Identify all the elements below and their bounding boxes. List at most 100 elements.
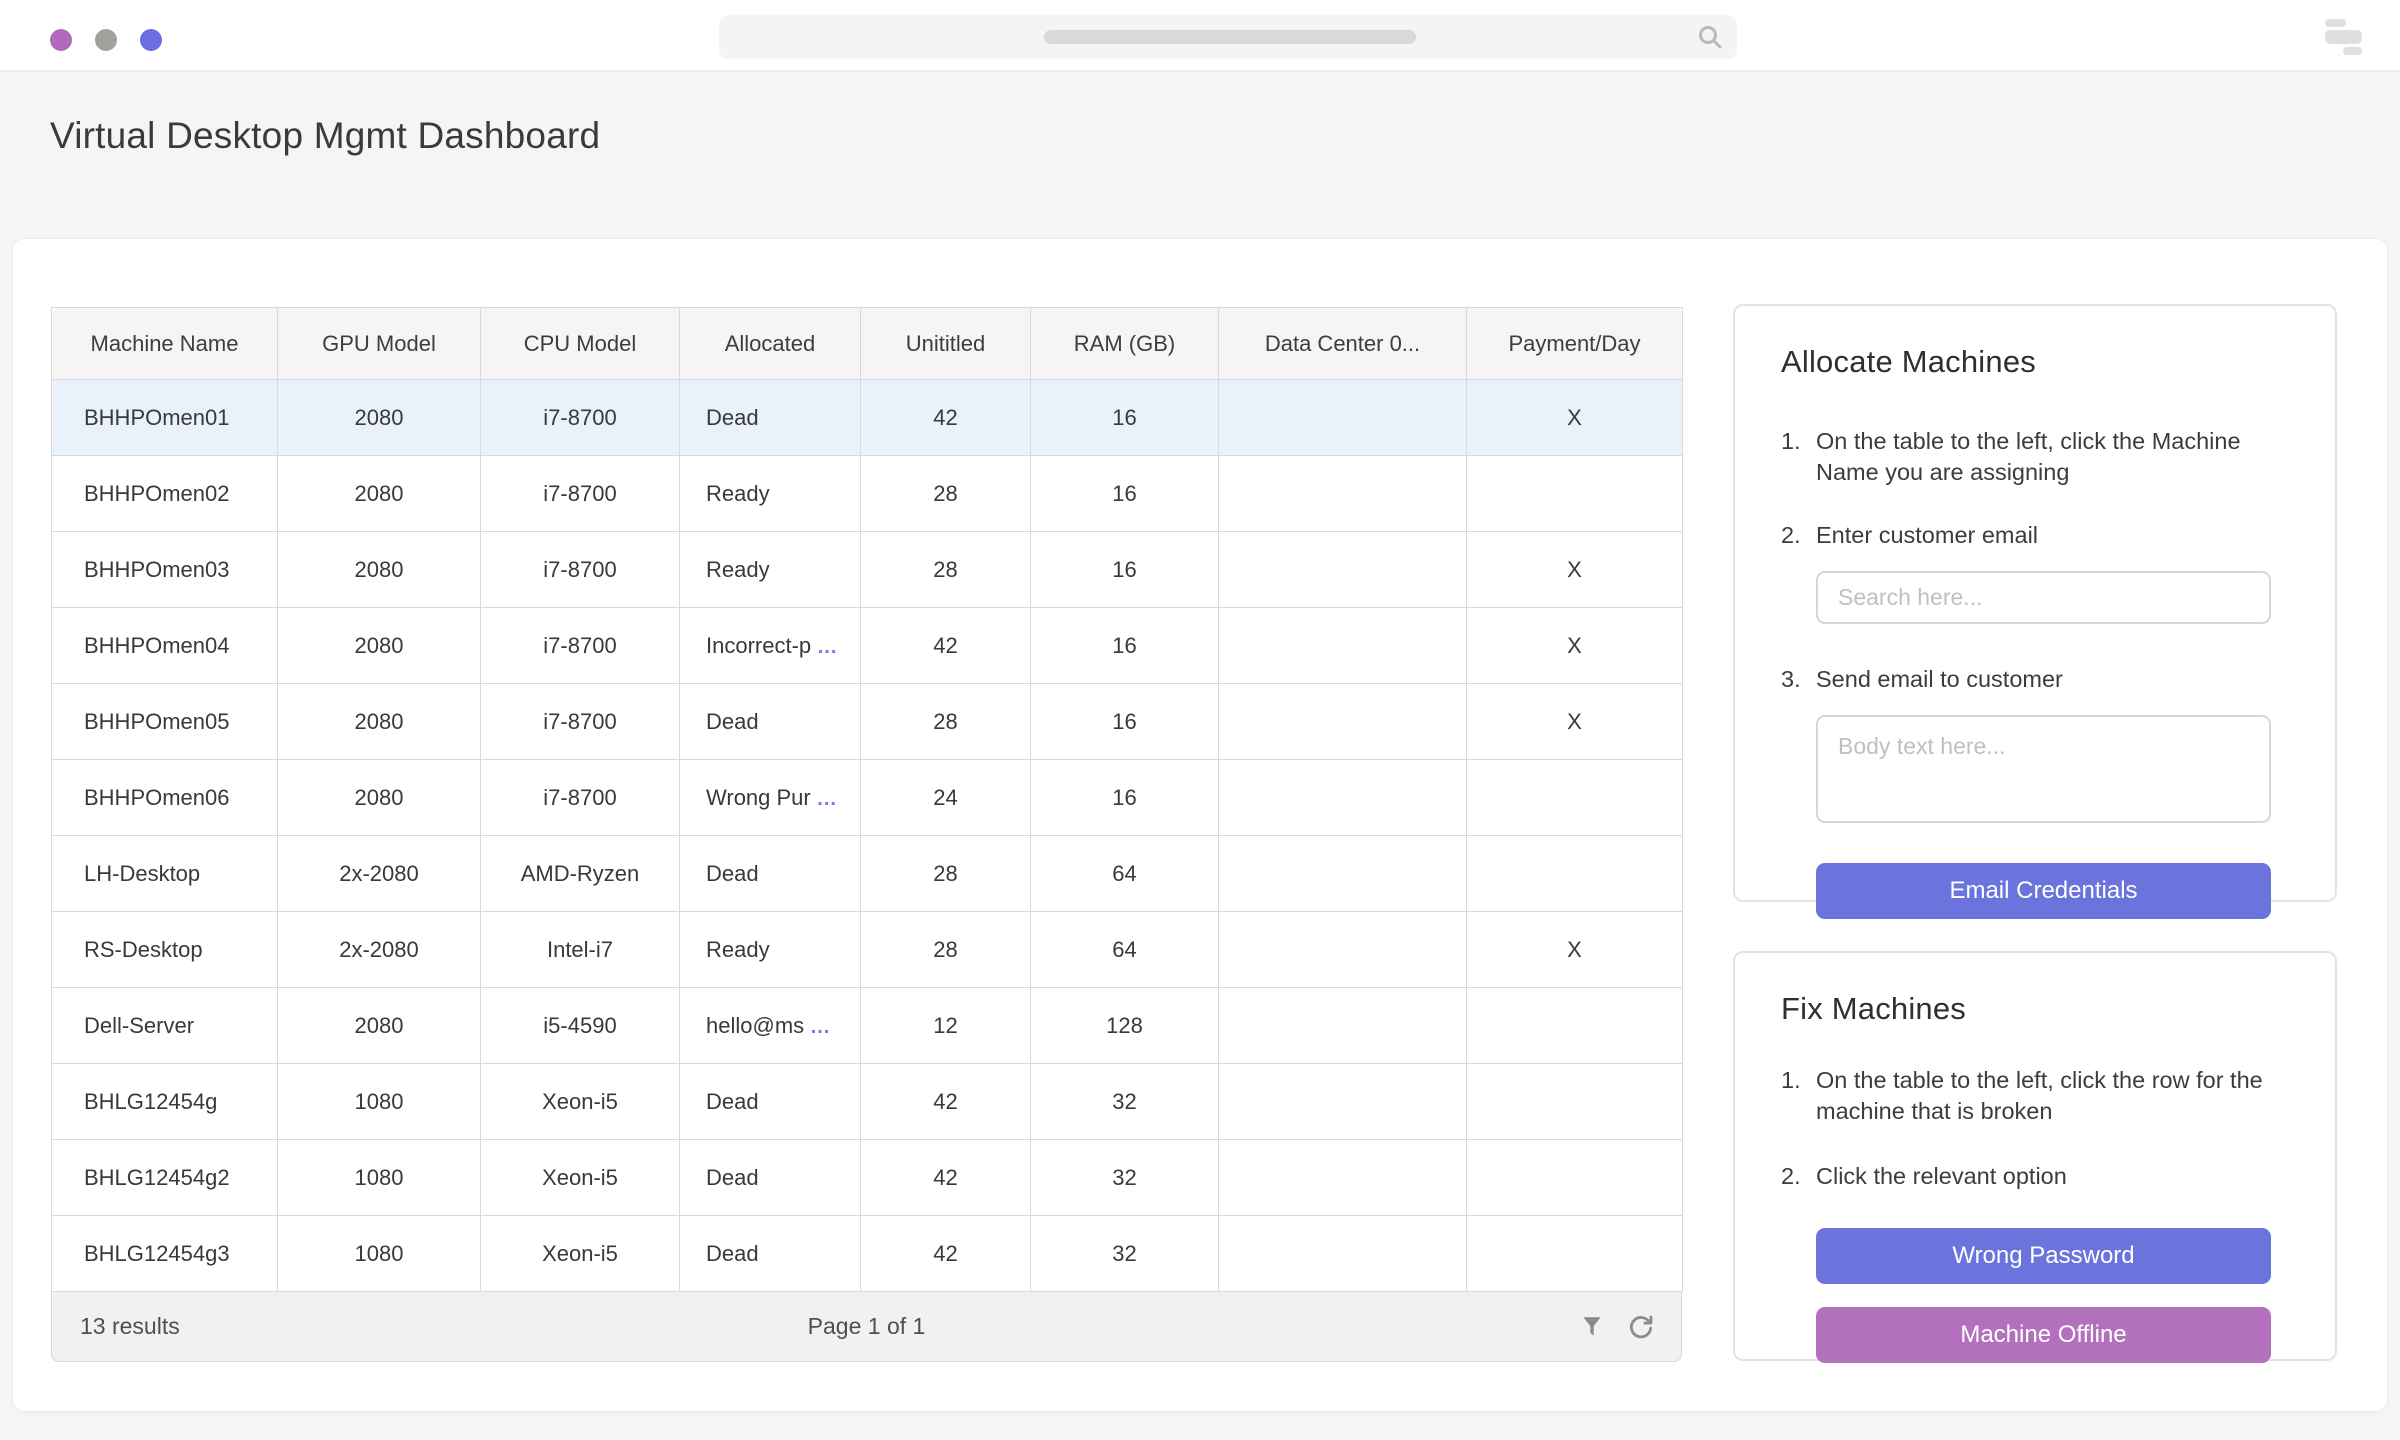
- email-credentials-button[interactable]: Email Credentials: [1816, 863, 2271, 920]
- cell-allocated[interactable]: Ready: [679, 911, 861, 988]
- cell-ram[interactable]: 32: [1030, 1215, 1219, 1292]
- cell-cpu-model[interactable]: i7-8700: [480, 607, 680, 684]
- cell-unititled[interactable]: 42: [860, 1139, 1031, 1216]
- cell-unititled[interactable]: 42: [860, 1215, 1031, 1292]
- cell-unititled[interactable]: 28: [860, 455, 1031, 532]
- cell-machine-name[interactable]: BHHPOmen01: [51, 379, 278, 456]
- cell-allocated[interactable]: Dead: [679, 683, 861, 760]
- cell-gpu-model[interactable]: 1080: [277, 1139, 481, 1216]
- cell-allocated[interactable]: Ready: [679, 531, 861, 608]
- cell-unititled[interactable]: 12: [860, 987, 1031, 1064]
- cell-allocated[interactable]: hello@ms ...: [679, 987, 861, 1064]
- cell-ram[interactable]: 16: [1030, 607, 1219, 684]
- cell-payment[interactable]: [1466, 835, 1683, 912]
- cell-data-center[interactable]: [1218, 1063, 1467, 1140]
- cell-gpu-model[interactable]: 2080: [277, 683, 481, 760]
- cell-machine-name[interactable]: RS-Desktop: [51, 911, 278, 988]
- cell-gpu-model[interactable]: 2080: [277, 759, 481, 836]
- cell-payment[interactable]: X: [1466, 531, 1683, 608]
- cell-allocated[interactable]: Ready: [679, 455, 861, 532]
- cell-data-center[interactable]: [1218, 759, 1467, 836]
- cell-gpu-model[interactable]: 2080: [277, 531, 481, 608]
- cell-machine-name[interactable]: BHLG12454g: [51, 1063, 278, 1140]
- cell-payment[interactable]: X: [1466, 379, 1683, 456]
- cell-unititled[interactable]: 28: [860, 911, 1031, 988]
- cell-data-center[interactable]: [1218, 1215, 1467, 1292]
- cell-cpu-model[interactable]: i7-8700: [480, 379, 680, 456]
- cell-allocated[interactable]: Wrong Pur ...: [679, 759, 861, 836]
- cell-data-center[interactable]: [1218, 379, 1467, 456]
- cell-allocated[interactable]: Incorrect-p ...: [679, 607, 861, 684]
- cell-cpu-model[interactable]: AMD-Ryzen: [480, 835, 680, 912]
- cell-ram[interactable]: 64: [1030, 911, 1219, 988]
- cell-payment[interactable]: X: [1466, 683, 1683, 760]
- table-row[interactable]: BHHPOmen04 2080 i7-8700 Incorrect-p ... 42 16…: [51, 607, 1683, 684]
- wrong-password-button[interactable]: Wrong Password: [1816, 1228, 2271, 1285]
- cell-gpu-model[interactable]: 2080: [277, 379, 481, 456]
- cell-cpu-model[interactable]: Intel-i7: [480, 911, 680, 988]
- cell-data-center[interactable]: [1218, 1139, 1467, 1216]
- cell-cpu-model[interactable]: Xeon-i5: [480, 1139, 680, 1216]
- table-row[interactable]: BHHPOmen06 2080 i7-8700 Wrong Pur ... 24 16: [51, 759, 1683, 836]
- table-row[interactable]: RS-Desktop 2x-2080 Intel-i7 Ready 28 64 X: [51, 911, 1683, 988]
- cell-unititled[interactable]: 42: [860, 607, 1031, 684]
- cell-ram[interactable]: 32: [1030, 1063, 1219, 1140]
- cell-machine-name[interactable]: BHLG12454g3: [51, 1215, 278, 1292]
- cell-allocated[interactable]: Dead: [679, 1215, 861, 1292]
- cell-cpu-model[interactable]: i7-8700: [480, 455, 680, 532]
- cell-machine-name[interactable]: BHHPOmen05: [51, 683, 278, 760]
- cell-ram[interactable]: 16: [1030, 455, 1219, 532]
- browser-search-bar[interactable]: [719, 15, 1737, 59]
- cell-payment[interactable]: X: [1466, 911, 1683, 988]
- table-row[interactable]: BHHPOmen05 2080 i7-8700 Dead 28 16 X: [51, 683, 1683, 760]
- cell-machine-name[interactable]: BHHPOmen06: [51, 759, 278, 836]
- cell-gpu-model[interactable]: 2x-2080: [277, 835, 481, 912]
- cell-data-center[interactable]: [1218, 911, 1467, 988]
- cell-ram[interactable]: 16: [1030, 379, 1219, 456]
- filter-icon[interactable]: [1579, 1314, 1605, 1340]
- cell-cpu-model[interactable]: Xeon-i5: [480, 1215, 680, 1292]
- cell-ram[interactable]: 16: [1030, 759, 1219, 836]
- cell-allocated[interactable]: Dead: [679, 835, 861, 912]
- cell-gpu-model[interactable]: 1080: [277, 1063, 481, 1140]
- table-row[interactable]: BHLG12454g2 1080 Xeon-i5 Dead 42 32: [51, 1139, 1683, 1216]
- refresh-icon[interactable]: [1627, 1313, 1655, 1341]
- stack-icon[interactable]: [2324, 18, 2364, 55]
- cell-unititled[interactable]: 42: [860, 379, 1031, 456]
- cell-data-center[interactable]: [1218, 531, 1467, 608]
- cell-data-center[interactable]: [1218, 835, 1467, 912]
- cell-payment[interactable]: [1466, 1063, 1683, 1140]
- cell-ram[interactable]: 32: [1030, 1139, 1219, 1216]
- cell-unititled[interactable]: 28: [860, 835, 1031, 912]
- cell-allocated[interactable]: Dead: [679, 379, 861, 456]
- cell-unititled[interactable]: 42: [860, 1063, 1031, 1140]
- cell-data-center[interactable]: [1218, 987, 1467, 1064]
- table-row[interactable]: BHLG12454g3 1080 Xeon-i5 Dead 42 32: [51, 1215, 1683, 1292]
- cell-ram[interactable]: 16: [1030, 683, 1219, 760]
- cell-machine-name[interactable]: LH-Desktop: [51, 835, 278, 912]
- customer-email-input[interactable]: [1816, 571, 2271, 625]
- cell-gpu-model[interactable]: 2x-2080: [277, 911, 481, 988]
- cell-cpu-model[interactable]: i7-8700: [480, 531, 680, 608]
- cell-cpu-model[interactable]: i5-4590: [480, 987, 680, 1064]
- cell-ram[interactable]: 16: [1030, 531, 1219, 608]
- table-row[interactable]: BHLG12454g 1080 Xeon-i5 Dead 42 32: [51, 1063, 1683, 1140]
- table-row[interactable]: Dell-Server 2080 i5-4590 hello@ms ... 12 128: [51, 987, 1683, 1064]
- cell-data-center[interactable]: [1218, 683, 1467, 760]
- cell-allocated[interactable]: Dead: [679, 1139, 861, 1216]
- cell-unititled[interactable]: 24: [860, 759, 1031, 836]
- cell-unititled[interactable]: 28: [860, 683, 1031, 760]
- cell-gpu-model[interactable]: 2080: [277, 607, 481, 684]
- cell-unititled[interactable]: 28: [860, 531, 1031, 608]
- cell-payment[interactable]: [1466, 987, 1683, 1064]
- window-dot-purple[interactable]: [50, 29, 72, 51]
- cell-ram[interactable]: 128: [1030, 987, 1219, 1064]
- table-row[interactable]: BHHPOmen03 2080 i7-8700 Ready 28 16 X: [51, 531, 1683, 608]
- cell-gpu-model[interactable]: 2080: [277, 987, 481, 1064]
- cell-payment[interactable]: X: [1466, 607, 1683, 684]
- cell-data-center[interactable]: [1218, 455, 1467, 532]
- cell-payment[interactable]: [1466, 1215, 1683, 1292]
- cell-gpu-model[interactable]: 2080: [277, 455, 481, 532]
- window-dot-gray[interactable]: [95, 29, 117, 51]
- email-body-textarea[interactable]: [1816, 715, 2271, 824]
